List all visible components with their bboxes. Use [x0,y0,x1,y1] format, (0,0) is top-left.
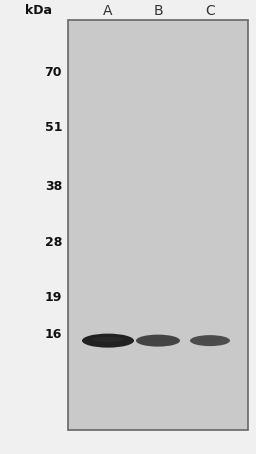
Text: C: C [205,4,215,18]
Text: 51: 51 [45,121,62,134]
Ellipse shape [190,335,230,346]
FancyBboxPatch shape [68,20,248,430]
Text: B: B [153,4,163,18]
Text: A: A [103,4,113,18]
Ellipse shape [136,335,180,346]
Text: 16: 16 [45,328,62,341]
Ellipse shape [92,337,124,342]
Text: 70: 70 [45,66,62,79]
Ellipse shape [82,334,134,348]
Text: 19: 19 [45,291,62,304]
Text: kDa: kDa [25,5,51,18]
Ellipse shape [198,338,222,342]
Text: 28: 28 [45,236,62,249]
Ellipse shape [145,337,171,342]
Text: 38: 38 [45,180,62,193]
